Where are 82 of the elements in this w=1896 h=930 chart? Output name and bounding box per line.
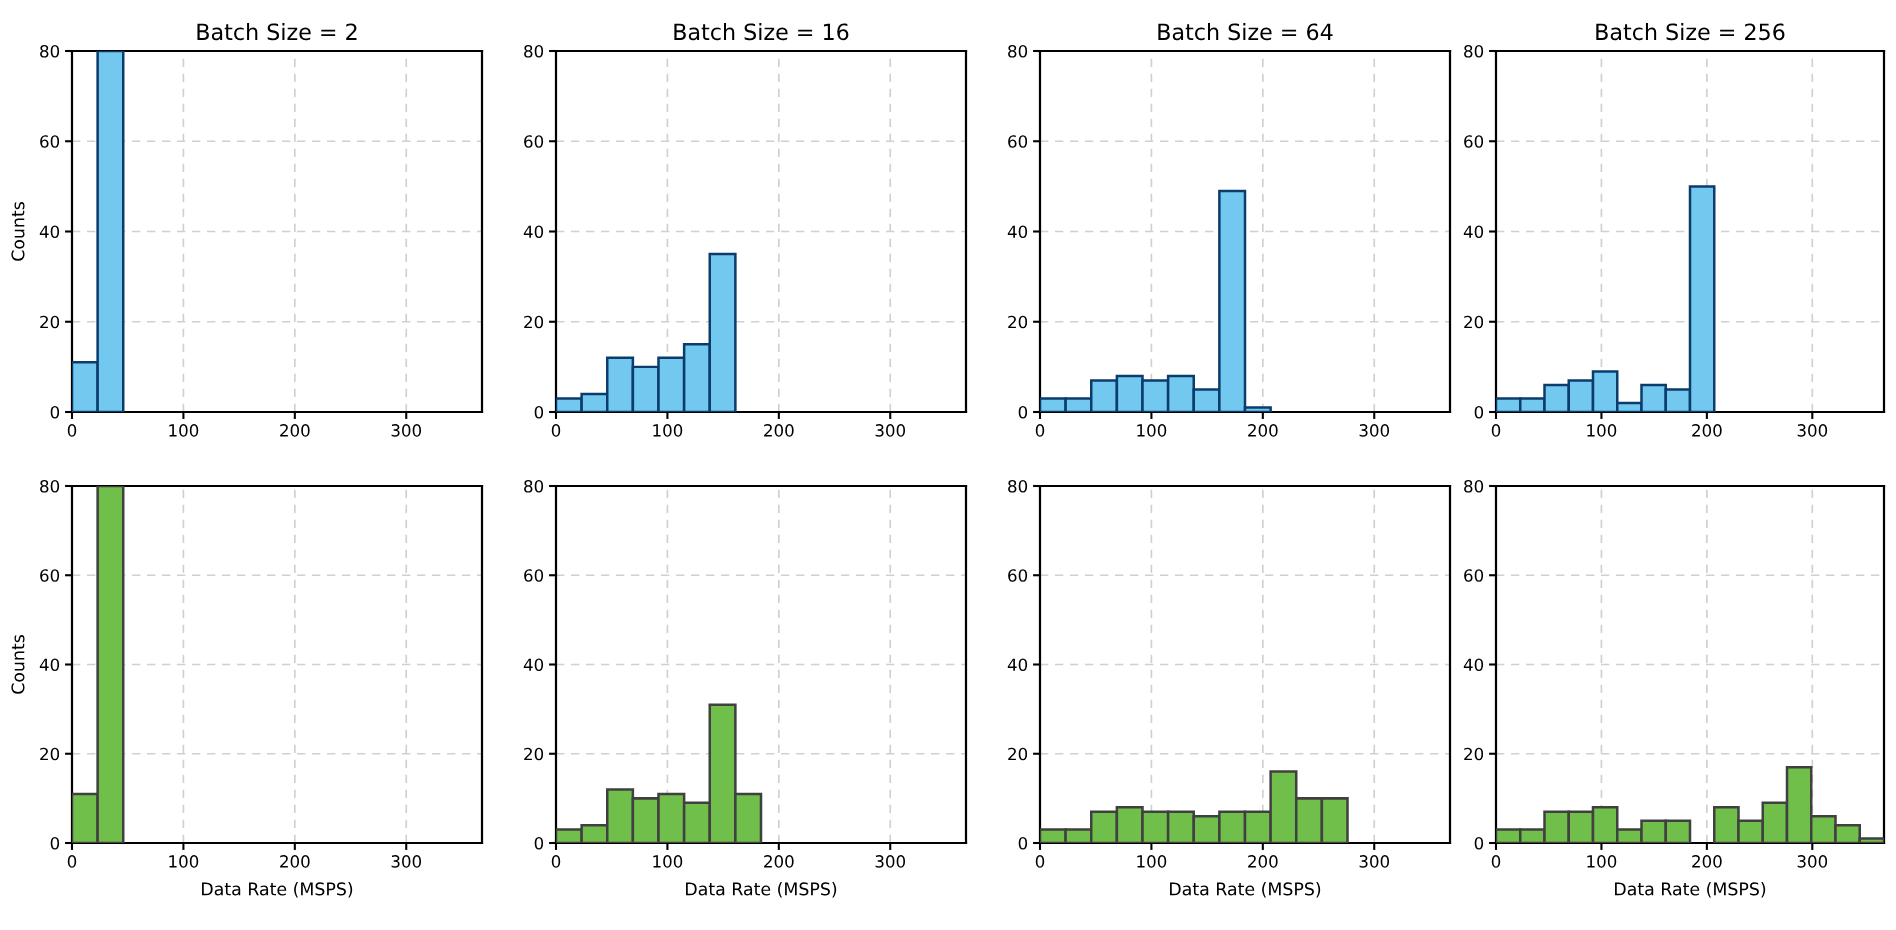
y-tick-label: 60 <box>1464 135 1484 148</box>
x-tick-label: 200 <box>280 424 310 437</box>
y-tick-label: 20 <box>40 315 60 329</box>
y-tick-label: 60 <box>40 569 60 582</box>
chart-title: Batch Size = 256 <box>1596 23 1785 41</box>
y-tick-label: 0 <box>50 405 60 419</box>
y-tick-label: 0 <box>1474 836 1484 850</box>
x-tick-label: 300 <box>1359 424 1390 437</box>
x-tick-label: 300 <box>1797 855 1828 868</box>
y-tick-label: 80 <box>1008 479 1028 493</box>
y-tick-label: 40 <box>1007 225 1028 239</box>
y-tick-label: 80 <box>1008 44 1028 58</box>
y-tick-label: 0 <box>1018 836 1028 850</box>
x-axis-title: Data Rate (MSPS) <box>686 882 837 898</box>
y-tick-label: 80 <box>40 44 60 58</box>
y-tick-label: 60 <box>524 569 544 582</box>
x-tick-label: 100 <box>169 424 199 437</box>
x-tick-label: 100 <box>653 855 683 868</box>
x-tick-label: 200 <box>1692 855 1722 868</box>
chart-title: Batch Size = 2 <box>197 23 357 41</box>
x-tick-label: 0 <box>551 855 561 868</box>
y-tick-label: 20 <box>1464 315 1484 329</box>
y-tick-label: 20 <box>40 747 60 761</box>
y-axis-title: Counts <box>11 202 25 261</box>
y-tick-label: 0 <box>50 836 60 850</box>
x-tick-label: 0 <box>67 424 77 437</box>
y-tick-label: 40 <box>1463 225 1484 239</box>
y-tick-label: 0 <box>534 836 544 850</box>
y-tick-label: 20 <box>1008 747 1028 761</box>
y-tick-label: 40 <box>39 225 60 239</box>
y-tick-label: 80 <box>524 44 544 58</box>
x-tick-label: 300 <box>391 855 422 868</box>
y-tick-label: 20 <box>1008 315 1028 329</box>
y-tick-label: 60 <box>40 135 60 148</box>
x-tick-label: 100 <box>1137 424 1167 437</box>
y-tick-label: 20 <box>524 747 544 761</box>
x-tick-label: 200 <box>1248 855 1278 868</box>
y-tick-label: 60 <box>524 135 544 148</box>
y-tick-label: 40 <box>523 225 544 239</box>
x-tick-label: 0 <box>67 855 77 868</box>
y-tick-label: 20 <box>1464 747 1484 761</box>
x-tick-label: 200 <box>764 855 794 868</box>
x-tick-label: 0 <box>1491 855 1501 868</box>
x-tick-label: 300 <box>875 855 906 868</box>
x-axis-title: Data Rate (MSPS) <box>202 882 353 898</box>
y-tick-label: 80 <box>1464 479 1484 493</box>
x-tick-label: 200 <box>280 855 310 868</box>
y-tick-label: 80 <box>40 479 60 493</box>
x-axis-title: Data Rate (MSPS) <box>1615 882 1766 898</box>
chart-title: Batch Size = 64 <box>1158 23 1333 41</box>
y-tick-label: 60 <box>1464 569 1484 582</box>
y-tick-label: 0 <box>1474 405 1484 419</box>
y-tick-label: 80 <box>1464 44 1484 58</box>
y-tick-label: 0 <box>534 405 544 419</box>
y-axis-title: Counts <box>11 635 25 694</box>
y-tick-label: 40 <box>39 658 60 672</box>
x-tick-label: 300 <box>875 424 906 437</box>
x-tick-label: 200 <box>764 424 794 437</box>
y-tick-label: 80 <box>524 479 544 493</box>
x-tick-label: 200 <box>1692 424 1722 437</box>
x-tick-label: 100 <box>1587 855 1617 868</box>
y-tick-label: 40 <box>523 658 544 672</box>
x-tick-label: 100 <box>169 855 199 868</box>
x-tick-label: 300 <box>1797 424 1828 437</box>
y-tick-label: 40 <box>1007 658 1028 672</box>
x-tick-label: 100 <box>1587 424 1617 437</box>
y-tick-label: 60 <box>1008 569 1028 582</box>
x-tick-label: 0 <box>1035 855 1045 868</box>
x-axis-title: Data Rate (MSPS) <box>1170 882 1321 898</box>
chart-title: Batch Size = 16 <box>674 23 849 41</box>
y-tick-label: 20 <box>524 315 544 329</box>
x-tick-label: 0 <box>551 424 561 437</box>
x-tick-label: 300 <box>391 424 422 437</box>
y-tick-label: 40 <box>1463 658 1484 672</box>
x-tick-label: 0 <box>1491 424 1501 437</box>
x-tick-label: 100 <box>653 424 683 437</box>
x-tick-label: 300 <box>1359 855 1390 868</box>
x-tick-label: 100 <box>1137 855 1167 868</box>
y-tick-label: 60 <box>1008 135 1028 148</box>
x-tick-label: 0 <box>1035 424 1045 437</box>
x-tick-label: 200 <box>1248 424 1278 437</box>
y-tick-label: 0 <box>1018 405 1028 419</box>
